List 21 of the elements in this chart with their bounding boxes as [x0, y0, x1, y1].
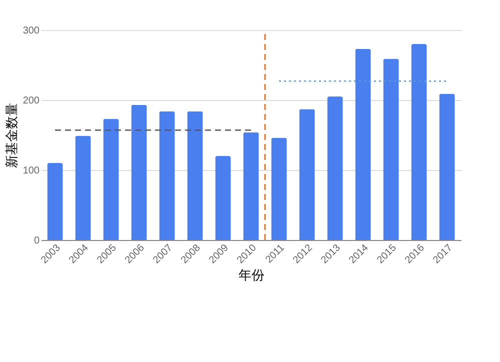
y-tick-label: 100 — [22, 166, 40, 176]
bar — [411, 44, 427, 240]
bar — [299, 109, 315, 240]
bar — [355, 48, 371, 240]
bar — [131, 104, 147, 240]
bar — [103, 118, 119, 240]
y-tick-label: 300 — [22, 26, 40, 36]
bar — [75, 136, 91, 240]
bar — [215, 156, 231, 240]
y-tick-label: 200 — [22, 96, 40, 106]
bar — [383, 58, 399, 240]
bar — [159, 111, 175, 240]
x-axis-title: 年份 — [238, 267, 264, 282]
bar — [47, 163, 63, 240]
bar — [271, 138, 287, 240]
y-axis-title: 新基金数量 — [4, 103, 19, 168]
y-tick-label: 0 — [34, 236, 40, 246]
bar — [243, 132, 259, 240]
bar — [187, 111, 203, 240]
bar — [327, 96, 343, 240]
bar — [439, 94, 455, 240]
